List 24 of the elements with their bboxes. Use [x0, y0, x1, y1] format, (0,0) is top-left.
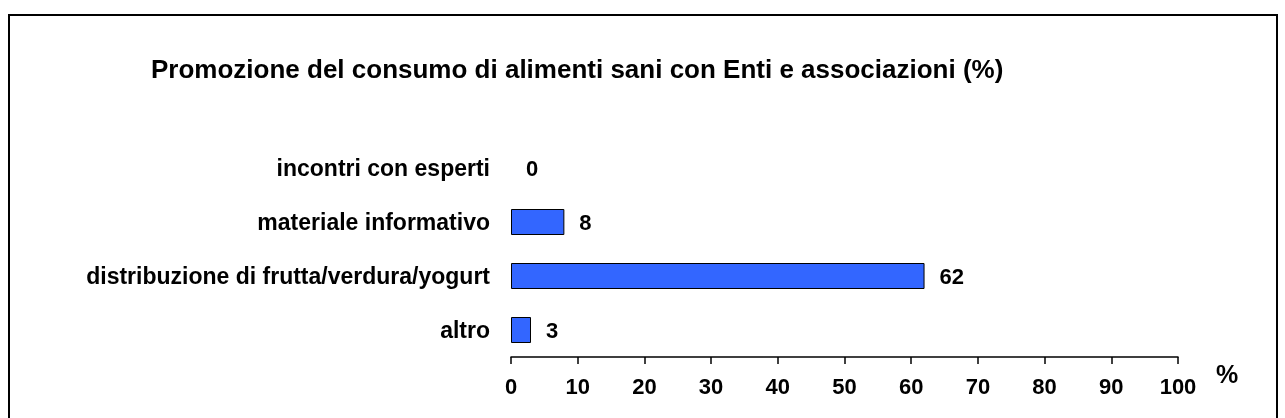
x-tick-label: 30 [698, 373, 724, 399]
data-label: 0 [526, 155, 539, 181]
x-tick-label: 0 [504, 373, 518, 399]
x-axis-title: % [1216, 359, 1239, 388]
x-tick-label: 40 [765, 373, 791, 399]
x-tick-label: 80 [1032, 373, 1057, 399]
bar [511, 317, 532, 343]
y-tick-label: altro [440, 317, 490, 343]
chart-title: Promozione del consumo di alimenti sani con Enti e associazioni (%) [151, 54, 1004, 84]
bar [511, 209, 565, 235]
x-tick-label: 10 [565, 373, 590, 399]
x-tick-label: 90 [1099, 373, 1124, 399]
y-tick-label: incontri con esperti [276, 155, 490, 181]
x-tick-label: 70 [965, 373, 991, 399]
x-tick-label: 100 [1159, 373, 1197, 399]
data-label: 8 [579, 209, 592, 235]
data-label: 3 [546, 317, 559, 343]
x-tick-label: 50 [832, 373, 857, 399]
y-tick-label: distribuzione di frutta/verdura/yogurt [86, 263, 491, 289]
x-tick-label: 60 [898, 373, 924, 399]
x-tick-label: 20 [632, 373, 657, 399]
data-label: 62 [939, 263, 965, 289]
y-tick-label: materiale informativo [257, 209, 490, 235]
bar [511, 263, 925, 289]
